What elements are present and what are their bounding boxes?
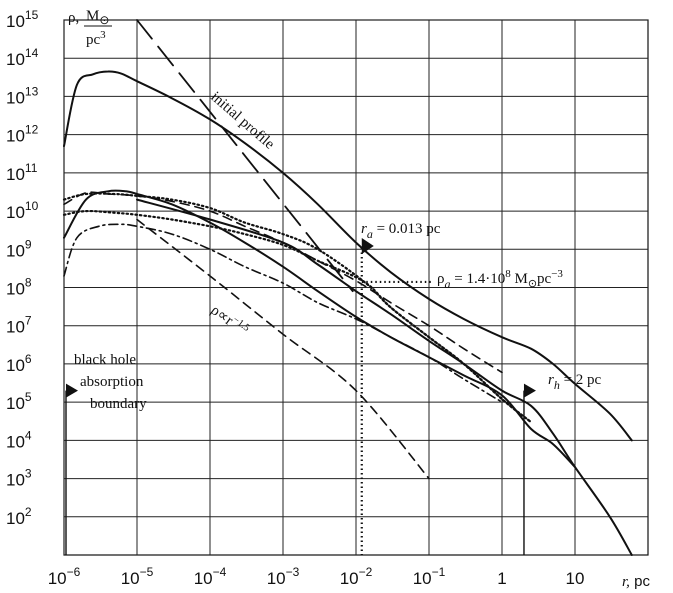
r-h-arrow-icon	[523, 383, 536, 398]
x-tick-label: 10	[566, 569, 585, 588]
y-tick-label: 102	[6, 505, 32, 528]
initial-profile-label: initial profile	[207, 89, 277, 153]
y-tick-label: 106	[6, 352, 32, 375]
rho-a-label: ρa = 1.4·108 M⊙pc−3	[437, 268, 563, 291]
y-tick-label: 107	[6, 314, 32, 337]
series-curves	[62, 19, 633, 556]
black-hole-label-line3: boundary	[90, 396, 147, 412]
series-curve-3	[63, 189, 576, 469]
black-hole-label-line2: absorption	[80, 374, 144, 390]
y-tick-label: 104	[6, 428, 32, 451]
y-tick-label: 103	[6, 467, 32, 490]
series-curve-1	[136, 19, 354, 293]
series-curve-2	[63, 70, 633, 442]
xlabel: r, pc	[622, 573, 650, 590]
series-curve-8	[62, 209, 533, 424]
black-hole-arrow-icon	[66, 383, 78, 398]
x-tick-label: 10−6	[48, 565, 81, 588]
x-tick-label: 1	[497, 569, 506, 588]
marker-lines	[65, 238, 536, 555]
r-a-arrow-icon	[361, 238, 374, 254]
r-h-label: rh = 2 pc	[548, 372, 602, 392]
y-tick-labels: 1015 1014 1013 1012 1011 1010 109 108 107 106 105 1…	[6, 8, 39, 528]
ylabel-denominator: pc3	[86, 29, 106, 48]
y-tick-label: 1012	[6, 123, 39, 146]
y-tick-label: 108	[6, 276, 32, 299]
y-tick-label: 1013	[6, 84, 39, 107]
x-tick-label: 10−2	[340, 565, 373, 588]
series-curve-9	[136, 218, 430, 480]
y-tick-label: 1010	[6, 199, 39, 222]
x-tick-label: 10−4	[194, 565, 227, 588]
y-tick-label: 1015	[6, 8, 39, 31]
x-tick-labels: 10−6 10−5 10−4 10−3 10−2 10−1 1 10	[48, 565, 585, 588]
ylabel-rho: ρ,	[68, 10, 79, 26]
y-tick-label: 1011	[6, 161, 38, 184]
series-curve-5	[63, 223, 503, 403]
y-tick-label: 109	[6, 237, 32, 260]
y-tick-label: 1014	[6, 46, 39, 69]
ylabel-numerator: M⊙	[86, 8, 109, 27]
plot-grid	[63, 19, 649, 556]
r-a-label: ra = 0.013 pc	[361, 221, 441, 241]
slope-label: ρ∝r−1.5	[208, 301, 252, 340]
black-hole-label-line1: black hole	[74, 352, 136, 368]
x-tick-label: 10−5	[121, 565, 154, 588]
y-tick-label: 105	[6, 390, 32, 413]
x-tick-label: 10−1	[413, 565, 446, 588]
x-tick-label: 10−3	[267, 565, 300, 588]
